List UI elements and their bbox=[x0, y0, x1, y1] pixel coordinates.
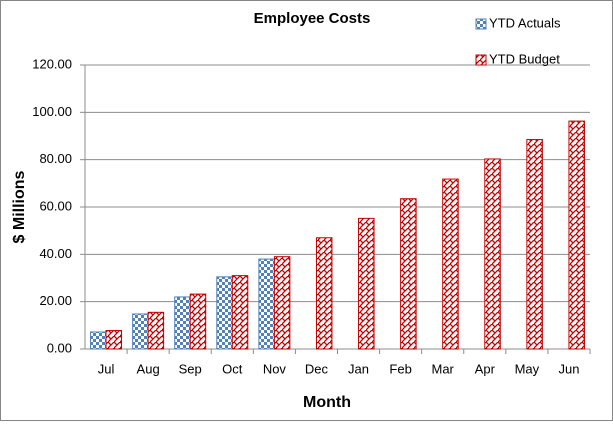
y-axis-label: $ Millions bbox=[11, 170, 28, 243]
y-tick-label: 60.00 bbox=[39, 198, 72, 213]
y-tick-label: 100.00 bbox=[32, 104, 72, 119]
y-tick-label: 40.00 bbox=[39, 246, 72, 261]
x-tick-label: Jan bbox=[348, 361, 369, 376]
x-tick-label: Jun bbox=[558, 361, 579, 376]
bar bbox=[189, 293, 207, 350]
bar bbox=[315, 237, 333, 350]
bar bbox=[258, 258, 275, 350]
chart-title: Employee Costs bbox=[254, 10, 371, 27]
bar bbox=[174, 296, 191, 350]
bar bbox=[132, 313, 149, 350]
x-tick-label: Dec bbox=[305, 361, 329, 376]
legend-swatch bbox=[475, 54, 487, 66]
x-tick-label: Sep bbox=[179, 361, 202, 376]
x-tick-label: Apr bbox=[475, 361, 496, 376]
x-tick-label: May bbox=[515, 361, 540, 376]
bar bbox=[216, 276, 233, 350]
y-tick-label: 80.00 bbox=[39, 151, 72, 166]
y-tick-label: 120.00 bbox=[32, 56, 72, 71]
bar bbox=[90, 331, 107, 350]
x-tick-label: Feb bbox=[389, 361, 411, 376]
bar bbox=[273, 256, 291, 350]
bar bbox=[400, 198, 417, 350]
x-tick-label: Nov bbox=[263, 361, 287, 376]
x-tick-label: Mar bbox=[432, 361, 455, 376]
bar bbox=[147, 311, 165, 350]
x-axis-label: Month bbox=[303, 394, 351, 411]
legend-label: YTD Actuals bbox=[489, 15, 561, 30]
bar bbox=[442, 178, 459, 350]
x-tick-label: Jul bbox=[98, 361, 115, 376]
x-tick-label: Aug bbox=[137, 361, 160, 376]
y-tick-label: 0.00 bbox=[47, 340, 72, 355]
y-tick-label: 20.00 bbox=[39, 293, 72, 308]
x-tick-label: Oct bbox=[222, 361, 243, 376]
bar bbox=[526, 139, 543, 350]
bar bbox=[231, 275, 249, 350]
bar bbox=[358, 217, 375, 350]
bar bbox=[484, 158, 501, 350]
legend-label: YTD Budget bbox=[489, 51, 560, 66]
legend-swatch bbox=[475, 18, 487, 30]
bar bbox=[105, 330, 123, 350]
bar bbox=[568, 120, 585, 350]
